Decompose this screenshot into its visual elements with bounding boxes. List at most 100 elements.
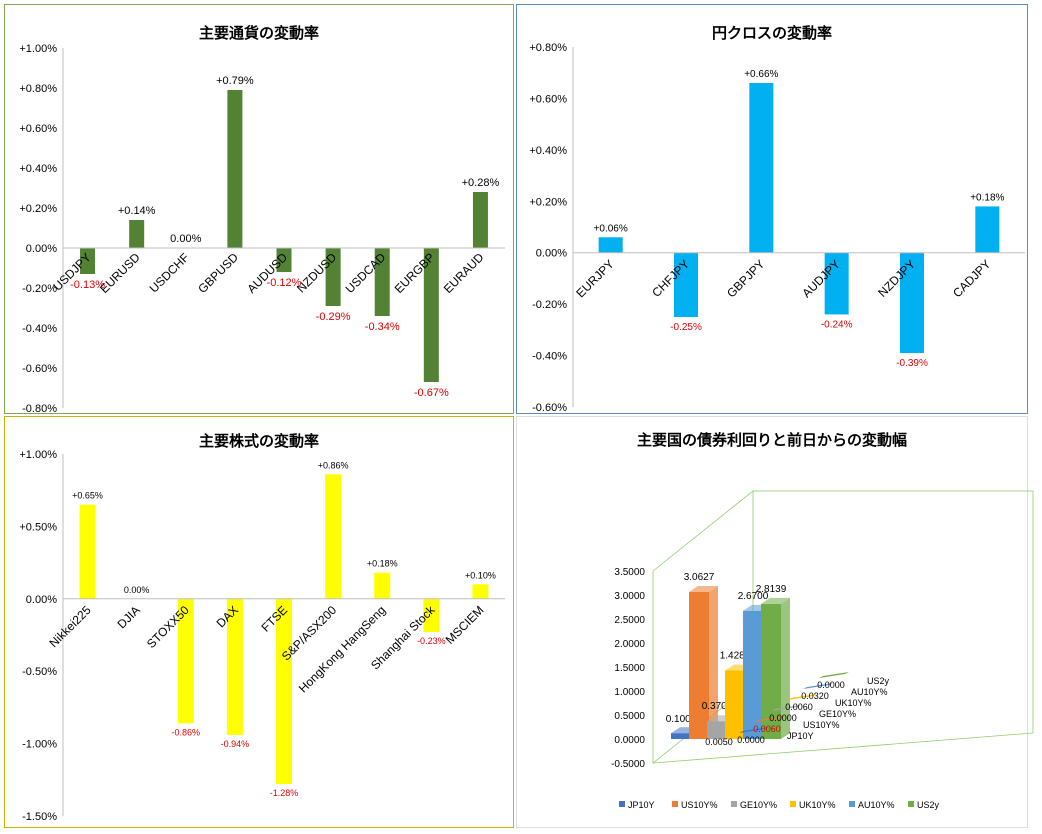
- series-row-label: US2y: [867, 676, 890, 686]
- x-tick-label: HongKong HangSeng: [296, 603, 388, 695]
- floor-edge: [652, 732, 1034, 764]
- x-tick-label: GBPJPY: [724, 257, 767, 300]
- data-label: +0.18%: [970, 192, 1004, 203]
- y-tick-label: 3.5000: [614, 567, 645, 578]
- legend-swatch: [619, 801, 625, 807]
- x-tick-label: CADJPY: [950, 257, 993, 300]
- series-row-label: AU10Y%: [851, 687, 888, 697]
- yield-label: 3.0627: [684, 572, 715, 583]
- change-bar: [803, 683, 833, 689]
- data-label: +0.65%: [72, 491, 103, 501]
- y-tick-label: 2.0000: [614, 639, 645, 650]
- y-tick-label: +0.60%: [19, 123, 57, 135]
- change-label: 0.0000: [769, 713, 797, 723]
- y-tick-label: -0.40%: [22, 323, 57, 335]
- bond-yield-chart: 3.5000 3.0000 2.5000 2.0000 1.5000 1.0000 0.50…: [611, 490, 1034, 810]
- data-label: +0.79%: [216, 75, 254, 87]
- data-label: -1.28%: [270, 788, 299, 798]
- y-tick-label: -0.20%: [22, 283, 57, 295]
- y-tick-label: 0.00%: [26, 594, 57, 606]
- yield-bar-side: [709, 585, 718, 739]
- yield-bar: [725, 670, 745, 739]
- y-tick-label: 0.00%: [26, 243, 57, 255]
- bar: [276, 248, 292, 272]
- data-label: +0.86%: [318, 460, 349, 470]
- legend-label: GE10Y%: [740, 800, 777, 810]
- bar: [227, 90, 243, 248]
- series-row-label: US10Y%: [803, 720, 840, 730]
- major-currency-chart: +1.00% +0.80% +0.60% +0.40% +0.20% 0.00% -0.20…: [19, 43, 505, 415]
- bar: [325, 248, 341, 306]
- y-tick-label: 2.5000: [614, 615, 645, 626]
- y-tick-label: +0.60%: [529, 93, 567, 105]
- yield-bar-side: [781, 597, 790, 739]
- bar: [325, 474, 342, 599]
- yen-cross-chart-panel: 円クロスの変動率 +0.80% +0.60% +0.40% +0.20% 0.00% -0…: [516, 4, 1028, 414]
- series-row-label: UK10Y%: [835, 698, 872, 708]
- y-tick-label: +0.80%: [19, 83, 57, 95]
- yield-bar: [671, 733, 691, 739]
- bar: [177, 598, 194, 724]
- y-tick-label: -1.00%: [22, 739, 57, 751]
- data-label: -0.12%: [267, 277, 302, 289]
- y-tick-label: -0.40%: [532, 351, 567, 363]
- bar: [129, 220, 145, 248]
- y-tick-label: -0.80%: [22, 403, 57, 415]
- legend-swatch: [908, 801, 914, 807]
- data-label: +0.10%: [465, 570, 496, 580]
- bar: [374, 572, 391, 599]
- y-tick-label: -0.60%: [22, 363, 57, 375]
- data-label: -0.24%: [821, 319, 853, 330]
- data-label: -0.13%: [70, 279, 105, 291]
- chart-title: 主要株式の変動率: [198, 433, 319, 450]
- bar: [423, 598, 440, 633]
- data-label: +0.28%: [462, 177, 500, 189]
- y-tick-label: +0.20%: [19, 203, 57, 215]
- bar: [674, 252, 698, 317]
- y-tick-label: -0.20%: [532, 299, 567, 311]
- bar: [80, 248, 96, 274]
- data-label: -0.25%: [670, 322, 702, 333]
- data-label: -0.23%: [417, 636, 446, 646]
- bar: [472, 192, 488, 248]
- bar: [975, 206, 1000, 253]
- bar: [374, 248, 390, 316]
- legend-swatch: [790, 801, 796, 807]
- data-label: +0.14%: [118, 205, 156, 217]
- x-tick-label: MSCIEM: [443, 603, 487, 647]
- data-label: -0.29%: [316, 311, 351, 323]
- legend-swatch: [731, 801, 737, 807]
- yield-label: 2.6700: [738, 591, 769, 602]
- yield-label: 1.4280: [720, 650, 751, 661]
- bar: [276, 598, 292, 785]
- y-tick-label: +0.80%: [529, 42, 567, 54]
- bar: [79, 504, 96, 599]
- yield-label: 0.1000: [666, 714, 697, 725]
- yield-bar: [743, 610, 763, 739]
- bar: [900, 252, 924, 353]
- y-tick-label: +0.50%: [19, 521, 57, 533]
- data-label: 0.00%: [124, 585, 150, 595]
- legend-swatch: [672, 801, 678, 807]
- y-tick-label: 0.00%: [536, 248, 567, 260]
- legend-label: US2y: [917, 800, 940, 810]
- yield-bar: [689, 591, 709, 739]
- bar: [749, 83, 774, 253]
- major-stock-chart: +1.00% +0.50% 0.00% -0.50% -1.00% -1.50% +0.65…: [19, 449, 505, 823]
- y-tick-label: 1.5000: [614, 663, 645, 674]
- x-tick-label: AUDUSD: [244, 250, 290, 296]
- y-tick-label: -0.50%: [22, 666, 57, 678]
- yield-bar-top: [761, 597, 790, 604]
- chart-title: 主要通貨の変動率: [198, 25, 319, 42]
- y-tick-label: -1.50%: [22, 811, 57, 823]
- change-bar: [771, 705, 801, 711]
- y-tick-label: +0.40%: [19, 163, 57, 175]
- change-bar: [787, 694, 817, 700]
- data-label: -0.34%: [365, 321, 400, 333]
- series-row-label: GE10Y%: [819, 709, 856, 719]
- y-tick-label: 1.0000: [614, 687, 645, 698]
- y-tick-label: -0.5000: [611, 759, 645, 770]
- x-tick-label: EURJPY: [573, 257, 616, 300]
- bond-yield-chart-panel: 主要国の債券利回りと前日からの変動幅 3.5000 3.0000 2.5000 2.0…: [516, 416, 1034, 828]
- legend-label: UK10Y%: [799, 800, 836, 810]
